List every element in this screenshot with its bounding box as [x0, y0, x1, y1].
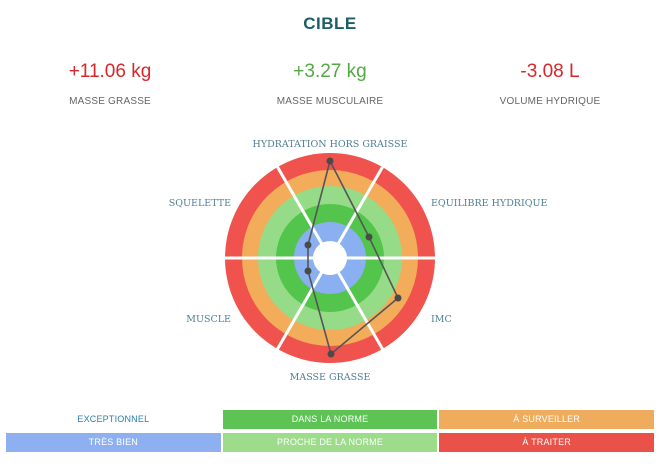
metric-label: MASSE GRASSE — [69, 96, 151, 107]
metric-masse-musculaire: +3.27 kg MASSE MUSCULAIRE — [220, 58, 440, 107]
radar-sector-dividers — [223, 164, 437, 352]
axis-label-equilibre-hydrique: EQUILIBRE HYDRIQUE — [431, 198, 548, 209]
metric-masse-grasse: +11.06 kg MASSE GRASSE — [0, 58, 220, 107]
point-squelette — [304, 241, 312, 249]
metric-label: MASSE MUSCULAIRE — [276, 96, 384, 107]
axis-label-imc: IMC — [431, 314, 452, 325]
point-hydratation — [326, 157, 334, 165]
legend-proche-de-la-norme: PROCHE DE LA NORME — [222, 433, 438, 452]
legend: EXCEPTIONNEL DANS LA NORME À SURVEILLER … — [6, 410, 655, 456]
page-title: CIBLE — [303, 14, 357, 33]
metric-value: +11.06 kg — [68, 61, 152, 82]
axis-label-hydratation: HYDRATATION HORS GRAISSE — [253, 139, 408, 150]
point-imc — [394, 294, 402, 302]
legend-tres-bien: TRÈS BIEN — [6, 433, 221, 452]
axis-label-muscle: MUSCLE — [186, 314, 231, 325]
legend-dans-la-norme: DANS LA NORME — [222, 410, 438, 429]
legend-row: TRÈS BIEN PROCHE DE LA NORME À TRAITER — [6, 433, 655, 452]
legend-a-surveiller: À SURVEILLER — [439, 410, 655, 429]
metric-value: +3.27 kg — [293, 61, 367, 82]
metric-label: VOLUME HYDRIQUE — [499, 96, 601, 107]
point-muscle — [304, 267, 312, 275]
axis-label-masse-grasse: MASSE GRASSE — [290, 372, 371, 383]
axis-label-squelette: SQUELETTE — [169, 198, 231, 209]
metric-value: -3.08 L — [520, 61, 580, 82]
radar-series-points — [304, 157, 402, 358]
legend-row: EXCEPTIONNEL DANS LA NORME À SURVEILLER — [6, 410, 655, 429]
point-equilibre-hydrique — [365, 233, 373, 241]
point-masse-grasse — [327, 350, 335, 358]
legend-exceptionnel: EXCEPTIONNEL — [6, 410, 221, 429]
metric-volume-hydrique: -3.08 L VOLUME HYDRIQUE — [440, 58, 660, 107]
divider-diagonal-2 — [275, 164, 385, 352]
legend-a-traiter: À TRAITER — [439, 433, 655, 452]
